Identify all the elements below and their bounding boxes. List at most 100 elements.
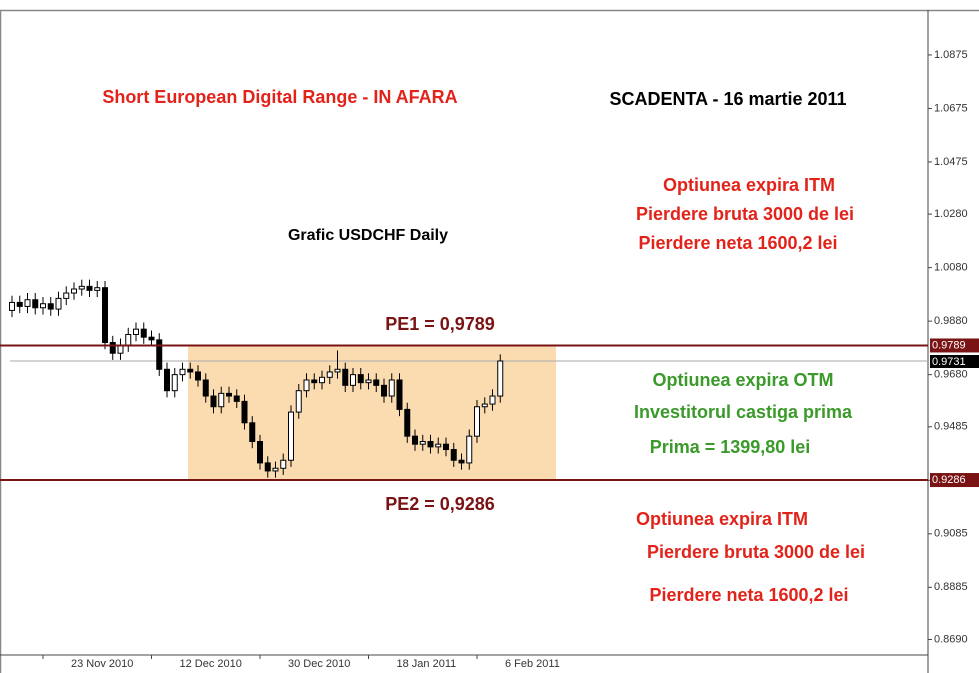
range-zone (188, 345, 556, 481)
candle-body (435, 443, 442, 448)
candle-body (412, 435, 418, 445)
annotation: SCADENTA - 16 martie 2011 (609, 89, 846, 109)
candle-body (303, 379, 310, 392)
candle-body (202, 379, 209, 397)
candle-body (458, 459, 465, 464)
y-tick-label: 0.9680 (934, 369, 968, 381)
candle-body (388, 379, 395, 397)
candle-body (94, 287, 101, 291)
candle-body (9, 301, 15, 311)
candle-body (226, 392, 232, 397)
candle-body (280, 459, 287, 469)
candle-body (373, 379, 380, 386)
y-tick-label: 0.9485 (934, 421, 968, 433)
candle-body (148, 336, 155, 341)
candle-body (140, 328, 147, 338)
candle-body (109, 342, 116, 354)
candle-body (86, 285, 93, 291)
candle-body (474, 406, 480, 437)
candle-body (334, 368, 341, 373)
candle-body (171, 374, 178, 392)
candle-body (187, 368, 194, 373)
annotation: Investitorul castiga prima (634, 402, 853, 422)
candle-body (350, 374, 356, 386)
annotation: Optiunea expira ITM (663, 175, 835, 195)
annotation: Optiunea expira OTM (652, 370, 833, 390)
candle-body (257, 441, 263, 464)
candle-body (404, 408, 411, 437)
candle-body (396, 379, 403, 410)
y-tick-label: 0.8690 (934, 633, 968, 645)
y-tick-label: 1.0875 (934, 49, 968, 61)
level-label: PE2 = 0,9286 (385, 494, 495, 514)
candle-body (179, 368, 186, 376)
candle-body (249, 422, 256, 443)
candle-body (319, 376, 325, 384)
candle-body (78, 285, 85, 290)
candle-body (295, 390, 302, 413)
x-tick-label: 30 Dec 2010 (288, 658, 350, 670)
candle-body (47, 303, 54, 310)
price-box-label: 0.9731 (932, 356, 966, 368)
annotation: Pierdere bruta 3000 de lei (636, 204, 854, 224)
y-tick-label: 1.0280 (934, 208, 968, 220)
candle-body (443, 443, 449, 451)
x-tick-label: 12 Dec 2010 (180, 658, 242, 670)
candle-body (381, 384, 387, 397)
candle-body (241, 400, 248, 424)
annotation: Prima = 1399,80 lei (650, 437, 811, 457)
candle-body (164, 368, 170, 392)
candle-body (264, 462, 271, 472)
candle-body (156, 339, 163, 370)
y-tick-label: 1.0675 (934, 102, 968, 114)
y-tick-label: 0.8885 (934, 581, 968, 593)
frame (0, 9, 979, 673)
candle-body (63, 292, 70, 299)
candle-body (466, 435, 473, 464)
x-tick-label: 6 Feb 2011 (505, 658, 560, 670)
candle-body (450, 449, 457, 461)
price-box (930, 473, 979, 488)
candle-body (233, 395, 240, 402)
price-box (930, 338, 979, 353)
candle-body (218, 392, 225, 408)
candle-body (497, 360, 504, 397)
annotation: Pierdere neta 1600,2 lei (638, 233, 837, 253)
y-tick-label: 1.0080 (934, 262, 968, 274)
candle-body (427, 441, 434, 448)
candle-body (210, 395, 217, 408)
candle-body (326, 371, 333, 378)
price-box (930, 354, 979, 368)
y-tick-label: 1.0475 (934, 156, 968, 168)
candle-body (71, 288, 77, 294)
candle-body (24, 299, 31, 307)
annotation: Short European Digital Range - IN AFARA (102, 87, 457, 107)
level-label: PE1 = 0,9789 (385, 314, 495, 334)
candle-body (16, 301, 23, 307)
annotation: Grafic USDCHF Daily (288, 227, 448, 244)
annotation: Pierdere bruta 3000 de lei (647, 542, 865, 562)
candle-body (357, 374, 364, 384)
x-tick-label: 23 Nov 2010 (71, 658, 133, 670)
price-box-label: 0.9286 (932, 474, 966, 486)
y-tick-label: 0.9085 (934, 528, 968, 540)
annotation: Optiunea expira ITM (636, 509, 808, 529)
x-tick-label: 18 Jan 2011 (397, 658, 457, 670)
candle-body (102, 287, 108, 344)
candle-body (55, 297, 62, 310)
candle-body (133, 328, 139, 336)
candle-body (481, 403, 488, 408)
y-tick-label: 0.9880 (934, 315, 968, 327)
candle-body (311, 379, 318, 384)
candle-body (40, 303, 46, 309)
candle-body (365, 379, 372, 384)
plot: 1.0875 1.0675 1.0475 1.0280 1.0080 0.9880 0.96… (0, 10, 979, 673)
candle-body (419, 441, 426, 445)
candle-body (195, 371, 201, 381)
annotation: Pierdere neta 1600,2 lei (649, 585, 848, 605)
candle-body (272, 467, 279, 472)
price-box-label: 0.9789 (932, 339, 966, 351)
